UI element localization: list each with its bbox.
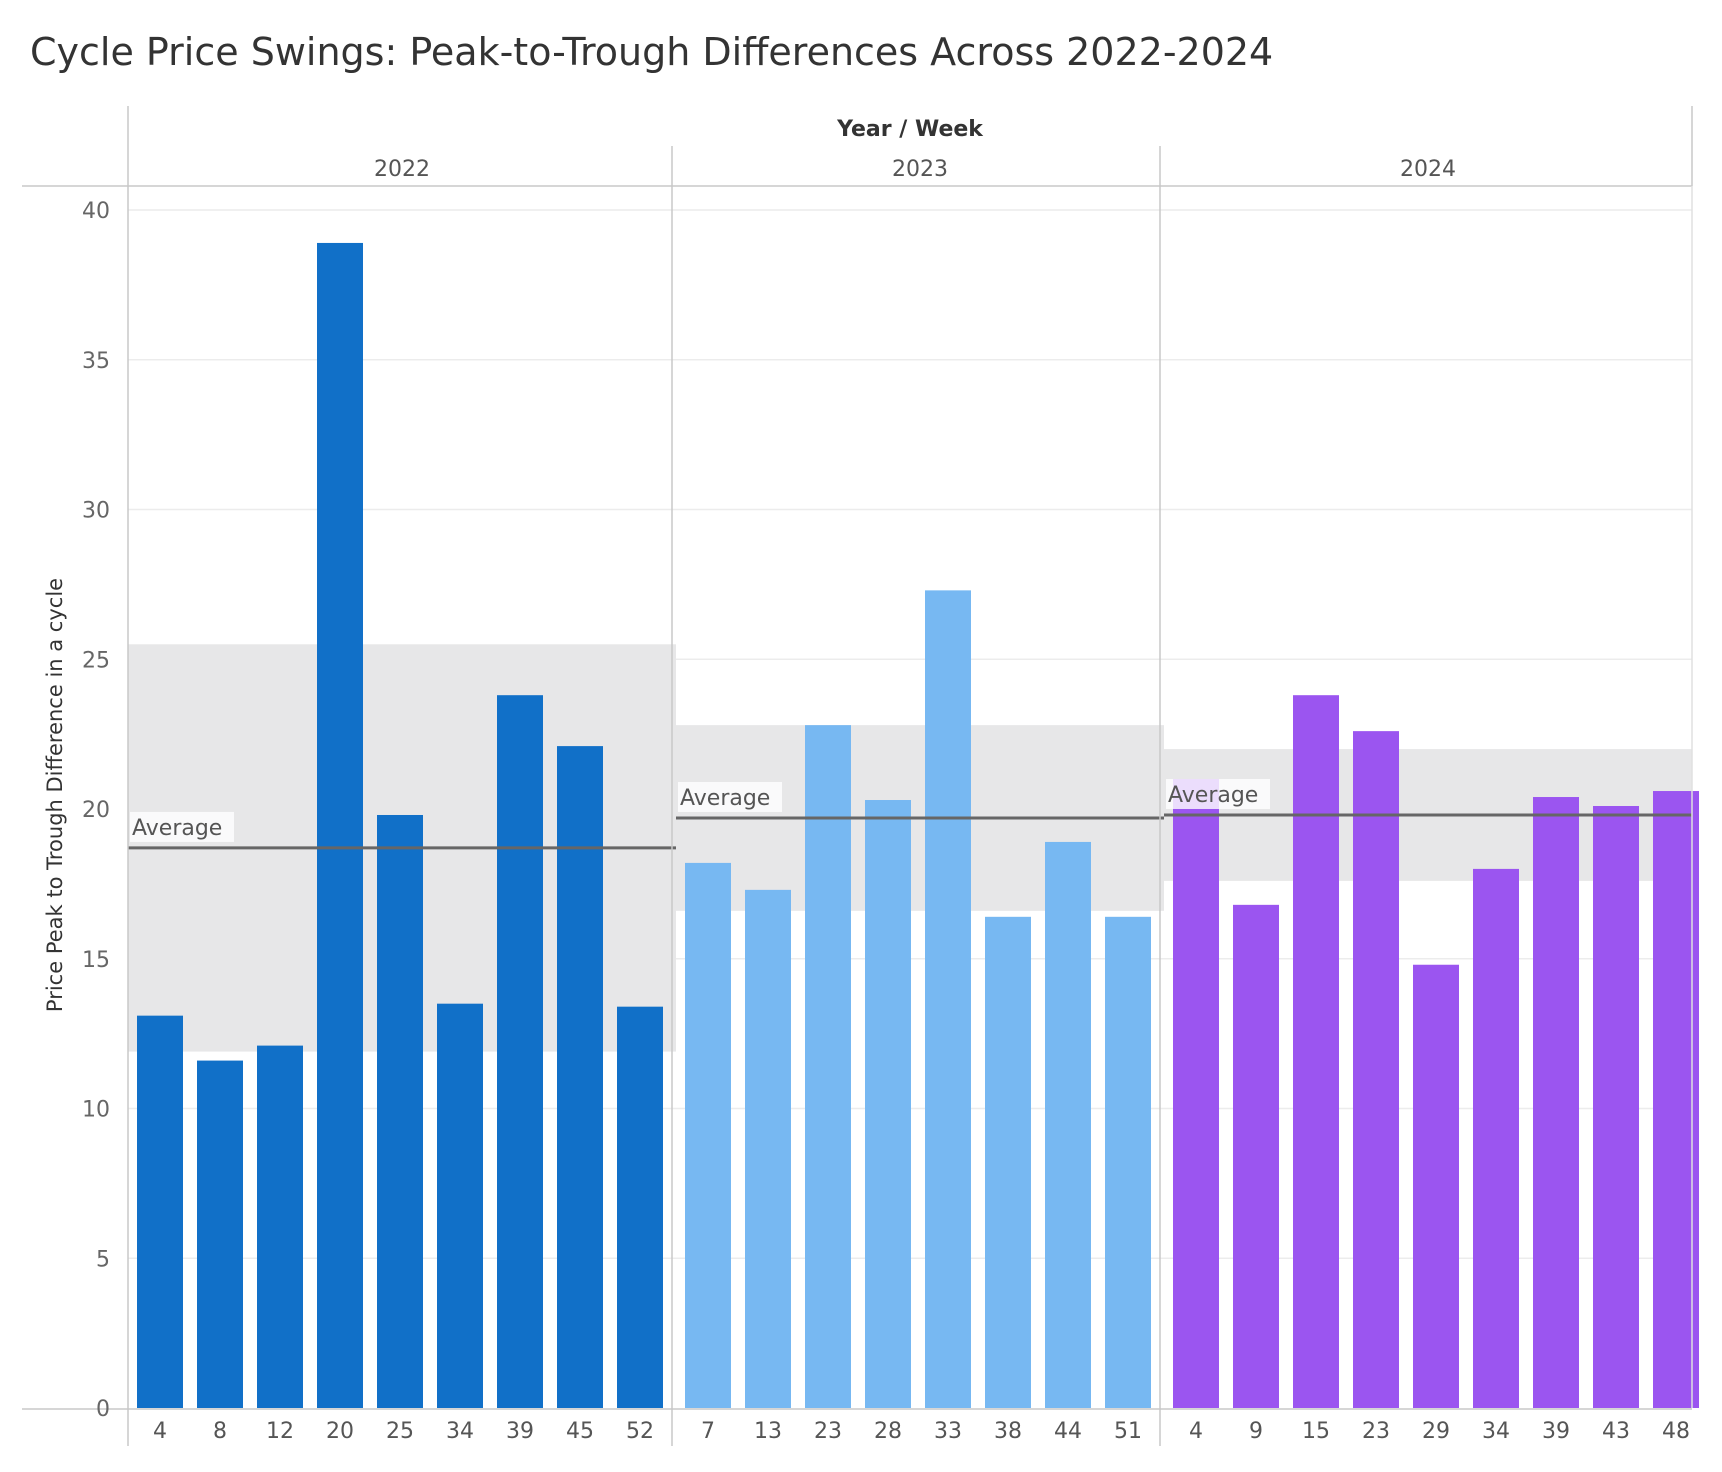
week-label: 44 xyxy=(1054,1419,1082,1444)
week-label: 12 xyxy=(266,1419,294,1444)
y-tick-label: 15 xyxy=(82,948,110,973)
week-label: 52 xyxy=(626,1419,654,1444)
week-label: 7 xyxy=(701,1419,715,1444)
week-label: 9 xyxy=(1249,1419,1263,1444)
y-tick-label: 0 xyxy=(96,1397,110,1422)
bar-2024-week-43 xyxy=(1593,806,1639,1408)
bar-2024-week-23 xyxy=(1353,731,1399,1408)
week-label: 25 xyxy=(386,1419,414,1444)
y-tick-label: 25 xyxy=(82,648,110,673)
average-label: Average xyxy=(1168,783,1258,808)
week-label: 38 xyxy=(994,1419,1022,1444)
bar-2023-week-44 xyxy=(1045,841,1091,1408)
bar-2022-week-52 xyxy=(617,1006,663,1408)
week-label: 33 xyxy=(934,1419,962,1444)
y-tick-label: 10 xyxy=(82,1098,110,1123)
bar-2023-week-23 xyxy=(805,725,851,1408)
bar-2022-week-4 xyxy=(137,1015,183,1408)
bar-2022-week-34 xyxy=(437,1003,483,1408)
week-label: 34 xyxy=(1482,1419,1510,1444)
bar-2024-week-4 xyxy=(1173,779,1219,1408)
column-header: Year / Week xyxy=(836,117,984,142)
bar-2022-week-45 xyxy=(557,746,603,1408)
bar-2024-week-29 xyxy=(1413,964,1459,1408)
y-tick-label: 5 xyxy=(96,1247,110,1272)
week-label: 8 xyxy=(213,1419,227,1444)
week-label: 34 xyxy=(446,1419,474,1444)
average-label-bg xyxy=(1166,778,1270,809)
bar-2023-week-51 xyxy=(1105,916,1151,1408)
week-label: 39 xyxy=(506,1419,534,1444)
week-label: 23 xyxy=(814,1419,842,1444)
bar-2022-week-8 xyxy=(197,1060,243,1408)
average-label-bg xyxy=(678,781,782,812)
average-label: Average xyxy=(132,816,222,841)
week-label: 51 xyxy=(1114,1419,1142,1444)
y-tick-label: 30 xyxy=(82,499,110,524)
week-label: 13 xyxy=(754,1419,782,1444)
week-label: 48 xyxy=(1662,1419,1690,1444)
y-tick-label: 40 xyxy=(82,199,110,224)
year-header-2023: 2023 xyxy=(892,157,948,182)
year-header-2022: 2022 xyxy=(374,157,430,182)
week-label: 4 xyxy=(1189,1419,1203,1444)
y-tick-label: 20 xyxy=(82,798,110,823)
y-tick-label: 35 xyxy=(82,349,110,374)
bar-2024-week-9 xyxy=(1233,904,1279,1408)
bar-2023-week-38 xyxy=(985,916,1031,1408)
bar-2022-week-25 xyxy=(377,814,423,1408)
y-axis-title: Price Peak to Trough Difference in a cyc… xyxy=(43,578,67,1012)
chart-title: Cycle Price Swings: Peak-to-Trough Diffe… xyxy=(30,30,1274,74)
bar-2022-week-12 xyxy=(257,1045,303,1408)
bar-2023-week-13 xyxy=(745,889,791,1408)
bar-2024-week-39 xyxy=(1533,797,1579,1408)
week-label: 39 xyxy=(1542,1419,1570,1444)
week-label: 45 xyxy=(566,1419,594,1444)
bar-2024-week-15 xyxy=(1293,695,1339,1408)
year-header-2024: 2024 xyxy=(1400,157,1456,182)
bar-2023-week-28 xyxy=(865,800,911,1408)
bar-2024-week-34 xyxy=(1473,868,1519,1408)
bar-2022-week-20 xyxy=(317,242,363,1408)
week-label: 15 xyxy=(1302,1419,1330,1444)
average-label: Average xyxy=(680,786,770,811)
week-label: 43 xyxy=(1602,1419,1630,1444)
average-label-bg xyxy=(130,811,234,842)
week-label: 29 xyxy=(1422,1419,1450,1444)
week-label: 23 xyxy=(1362,1419,1390,1444)
week-label: 4 xyxy=(153,1419,167,1444)
bar-2023-week-7 xyxy=(685,862,731,1408)
week-label: 20 xyxy=(326,1419,354,1444)
bar-2022-week-39 xyxy=(497,695,543,1408)
bar-2023-week-33 xyxy=(925,590,971,1408)
week-label: 28 xyxy=(874,1419,902,1444)
